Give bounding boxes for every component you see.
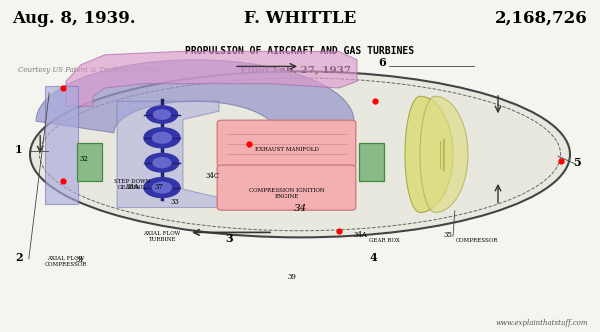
Text: COMPRESSION IGNITION
ENGINE: COMPRESSION IGNITION ENGINE [249,188,325,199]
Text: 2,168,726: 2,168,726 [495,10,588,27]
Text: 1: 1 [15,144,23,155]
Polygon shape [405,96,453,212]
Text: F. WHITTLE: F. WHITTLE [244,10,356,27]
Text: 4: 4 [369,252,377,263]
Text: 35: 35 [444,231,453,239]
Circle shape [153,158,171,168]
Circle shape [152,182,172,193]
Polygon shape [66,51,357,106]
Text: 33A: 33A [126,183,140,191]
Text: STEP DOWN
GEARING: STEP DOWN GEARING [114,179,150,190]
Text: PROPULSION OF AIRCRAFT AND GAS TURBINES: PROPULSION OF AIRCRAFT AND GAS TURBINES [185,46,415,56]
Text: 34A: 34A [354,231,368,239]
Ellipse shape [30,71,570,237]
Circle shape [146,106,178,123]
Bar [359,143,384,181]
Text: EXHAUST MANIFOLD: EXHAUST MANIFOLD [255,147,319,152]
FancyBboxPatch shape [217,120,356,167]
Polygon shape [117,101,219,208]
Text: 2: 2 [15,252,23,263]
FancyBboxPatch shape [217,165,356,210]
Text: Filed Feb. 27, 1937: Filed Feb. 27, 1937 [240,66,351,75]
Text: Courtesy US Patent & Trademark Office: Courtesy US Patent & Trademark Office [18,66,161,74]
Text: 32: 32 [79,155,88,163]
Text: 6: 6 [378,57,386,68]
Circle shape [152,132,172,143]
Text: 39: 39 [288,273,297,281]
Text: 33: 33 [171,198,180,206]
Circle shape [154,110,170,119]
Bar [45,86,78,204]
Text: Aug. 8, 1939.: Aug. 8, 1939. [12,10,136,27]
Text: 34C: 34C [205,172,220,180]
Text: AXIAL FLOW
COMPRESSOR: AXIAL FLOW COMPRESSOR [45,256,87,267]
Text: www.explainthatstuff.com: www.explainthatstuff.com [496,319,588,327]
Polygon shape [36,60,354,133]
Text: 34: 34 [294,204,307,213]
Text: AXIAL FLOW
TURBINE: AXIAL FLOW TURBINE [143,231,181,242]
Text: COMPRESSOR: COMPRESSOR [456,238,499,243]
Text: 3: 3 [225,233,233,244]
Polygon shape [420,96,468,212]
Circle shape [144,178,180,198]
Text: GEAR BOX: GEAR BOX [369,238,400,243]
Text: 5: 5 [573,157,581,168]
Text: 31: 31 [75,256,84,264]
Text: 37: 37 [155,183,164,191]
Circle shape [144,128,180,148]
Bar [77,143,102,181]
Circle shape [145,153,179,172]
